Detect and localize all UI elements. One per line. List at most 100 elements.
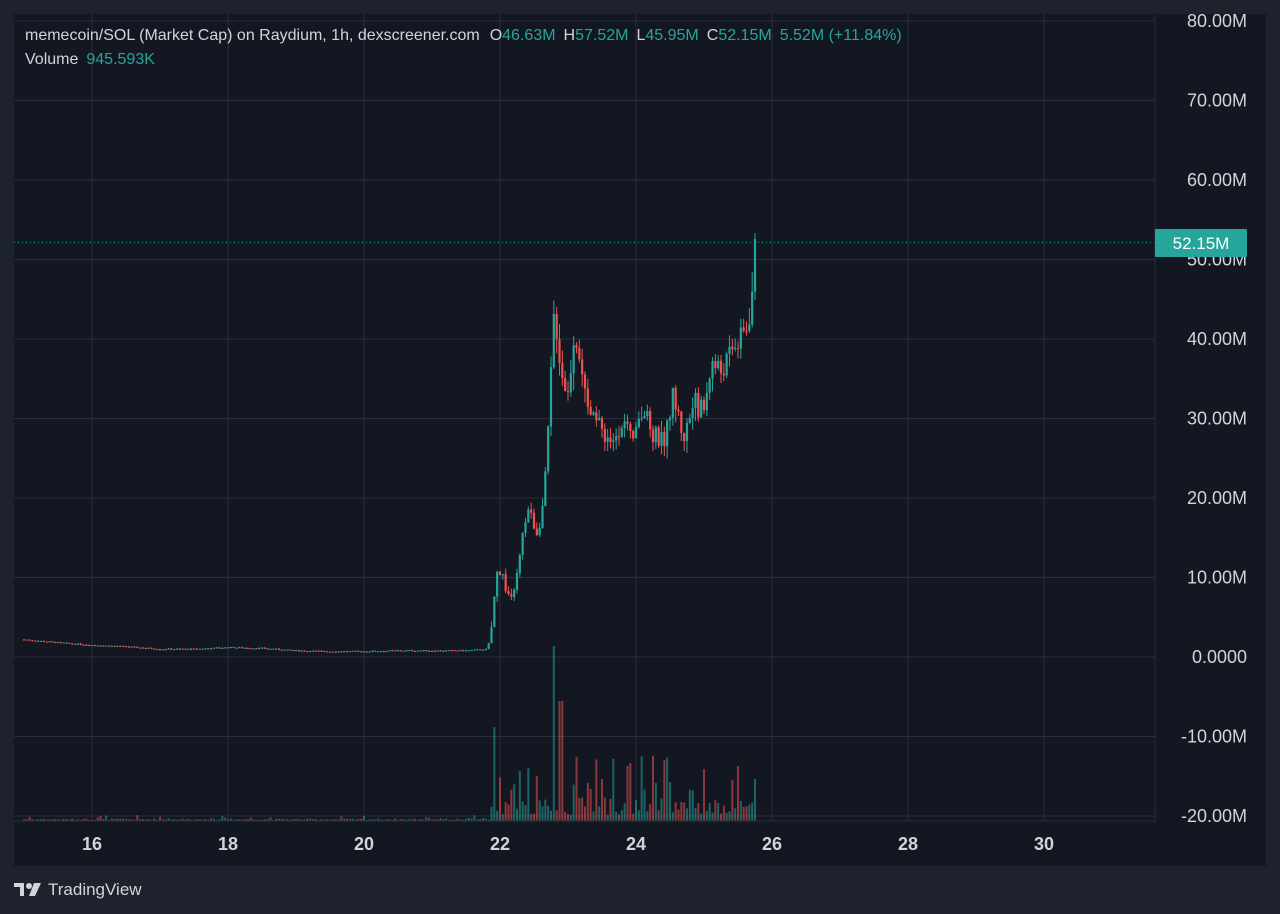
candle (246, 647, 249, 649)
footer[interactable]: TradingView (14, 878, 142, 902)
chart-panel[interactable]: 80.00M 70.00M 60.00M 50.00M 40.00M 30.00M 20.0… (14, 14, 1266, 866)
candle (583, 371, 587, 403)
volume-bar (221, 816, 224, 821)
volume-bar (343, 818, 346, 821)
candle (241, 646, 244, 649)
volume-bar (278, 818, 280, 821)
candle (158, 648, 162, 651)
candle-body (354, 650, 357, 652)
volume-bar (725, 812, 728, 821)
candle-body (751, 291, 754, 325)
volume-bar (283, 819, 286, 821)
volume-bar (388, 819, 391, 821)
volume-bar (331, 819, 334, 821)
volume-bar (436, 819, 439, 821)
candle (535, 522, 538, 537)
volume-bar (161, 819, 164, 821)
candle-body (606, 437, 609, 442)
candle (691, 397, 694, 430)
volume-bar (360, 818, 363, 821)
candle (671, 387, 674, 426)
candle-body (430, 650, 434, 652)
volume-bar (419, 818, 422, 821)
candle-body (306, 651, 309, 653)
candle-body (249, 648, 252, 650)
candle-body (71, 643, 74, 645)
candle-body (311, 650, 315, 652)
volume-bar (694, 808, 697, 821)
candle (731, 338, 734, 356)
candle-body (150, 647, 153, 649)
candle-body (433, 650, 436, 652)
candle-body (85, 644, 88, 646)
candle (362, 651, 366, 653)
time-axis[interactable]: 16 18 20 22 24 26 28 30 (14, 820, 1155, 854)
candle-body (280, 649, 283, 651)
chart-canvas[interactable]: 80.00M70.00M60.00M50.00M40.00M30.00M20.0… (14, 14, 1266, 866)
candle-body (586, 388, 589, 407)
candle-body (158, 649, 162, 651)
candle (422, 650, 425, 652)
candle (243, 647, 247, 649)
candle (722, 363, 725, 382)
volume-bar (91, 819, 93, 821)
candle (209, 648, 213, 650)
candle (617, 426, 621, 446)
price-axis[interactable]: 80.00M70.00M60.00M50.00M40.00M30.00M20.0… (1154, 14, 1247, 826)
candle-body (124, 646, 128, 648)
volume-bar (45, 819, 48, 821)
candle (354, 650, 357, 652)
candle-body (218, 647, 221, 649)
volume-bar (368, 819, 371, 821)
x-tick-label: 26 (762, 834, 782, 854)
candle (439, 649, 442, 652)
volume-bar (320, 819, 323, 821)
candle-body (538, 527, 541, 536)
candle (127, 646, 130, 648)
candle (742, 318, 745, 333)
x-tick-label: 24 (626, 834, 646, 854)
volume-bar (289, 819, 292, 821)
volume-bar (232, 819, 235, 821)
volume-bar (558, 701, 561, 821)
volume-bar (164, 819, 167, 821)
y-tick-label: 10.00M (1187, 568, 1247, 588)
volume-bar (620, 810, 623, 821)
volume-bar (340, 816, 343, 821)
volume-value: 945.593K (86, 51, 155, 68)
volume-bar (414, 818, 416, 821)
candle (490, 621, 493, 644)
candle (340, 651, 343, 653)
candle-body (722, 373, 725, 376)
candle-body (48, 641, 51, 643)
candle-body (365, 651, 368, 653)
volume-bar (703, 769, 705, 821)
candle (235, 647, 238, 649)
volume-bar (68, 819, 71, 821)
candle (178, 648, 181, 650)
volume-bar (484, 818, 487, 821)
candle-body (490, 627, 493, 644)
candle-body (153, 648, 156, 650)
y-tick-label: 70.00M (1187, 91, 1247, 111)
candle (133, 646, 136, 648)
candle-body (195, 648, 198, 650)
candle (385, 650, 388, 653)
candle (487, 642, 490, 650)
volume-bar (42, 818, 45, 821)
change-value: 5.52M (+11.84%) (779, 27, 902, 44)
candle (167, 647, 170, 650)
candle (663, 426, 666, 457)
volume-bar (507, 804, 510, 821)
candle (215, 647, 218, 649)
candle (640, 406, 643, 422)
candle-body (439, 650, 442, 652)
candle (753, 233, 757, 300)
candle (334, 651, 337, 653)
candle-body (657, 427, 660, 446)
candle-body (235, 647, 238, 649)
candle (181, 648, 184, 650)
candle (37, 640, 40, 642)
volume-bar (48, 819, 51, 821)
candle (328, 651, 332, 653)
